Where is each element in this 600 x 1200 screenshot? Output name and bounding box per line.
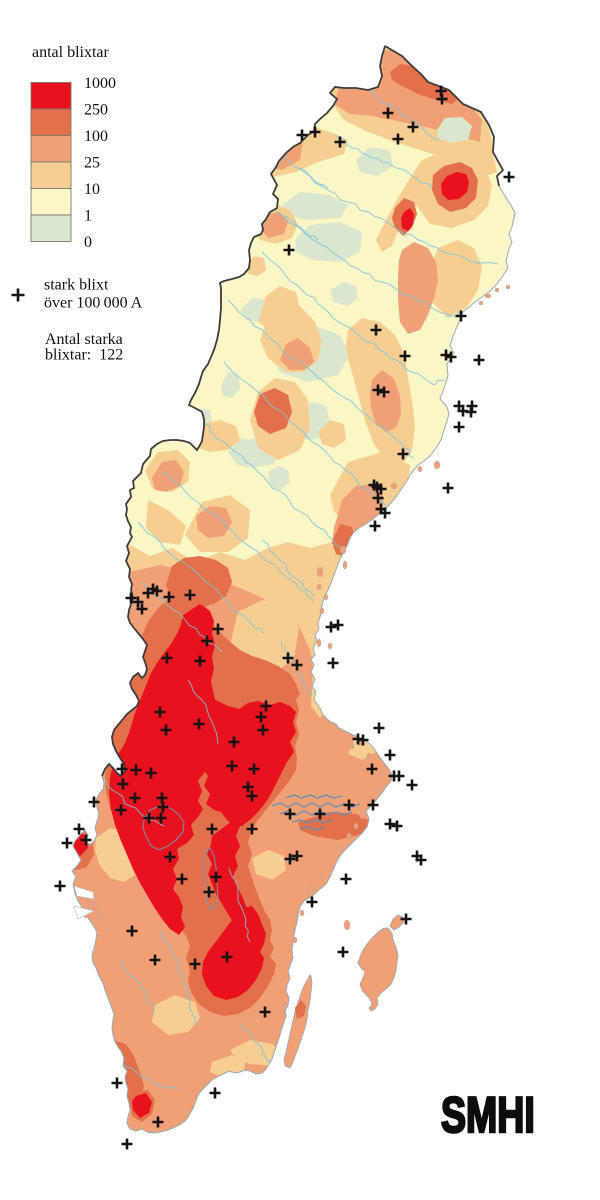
svg-text:0: 0: [84, 234, 92, 251]
svg-text:Antal starka: Antal starka: [45, 331, 123, 348]
svg-text:antal blixtar: antal blixtar: [32, 44, 110, 61]
svg-text:100: 100: [84, 128, 108, 145]
svg-text:1000: 1000: [84, 75, 116, 92]
svg-text:1: 1: [84, 208, 92, 225]
svg-text:10: 10: [84, 181, 100, 198]
svg-text:blixtar: 122: blixtar: 122: [45, 347, 123, 364]
svg-text:över 100 000 A: över 100 000 A: [44, 295, 143, 312]
svg-text:250: 250: [84, 102, 108, 119]
svg-text:SMHI: SMHI: [441, 1088, 535, 1143]
svg-text:stark blixt: stark blixt: [44, 277, 109, 294]
svg-text:25: 25: [84, 155, 100, 172]
